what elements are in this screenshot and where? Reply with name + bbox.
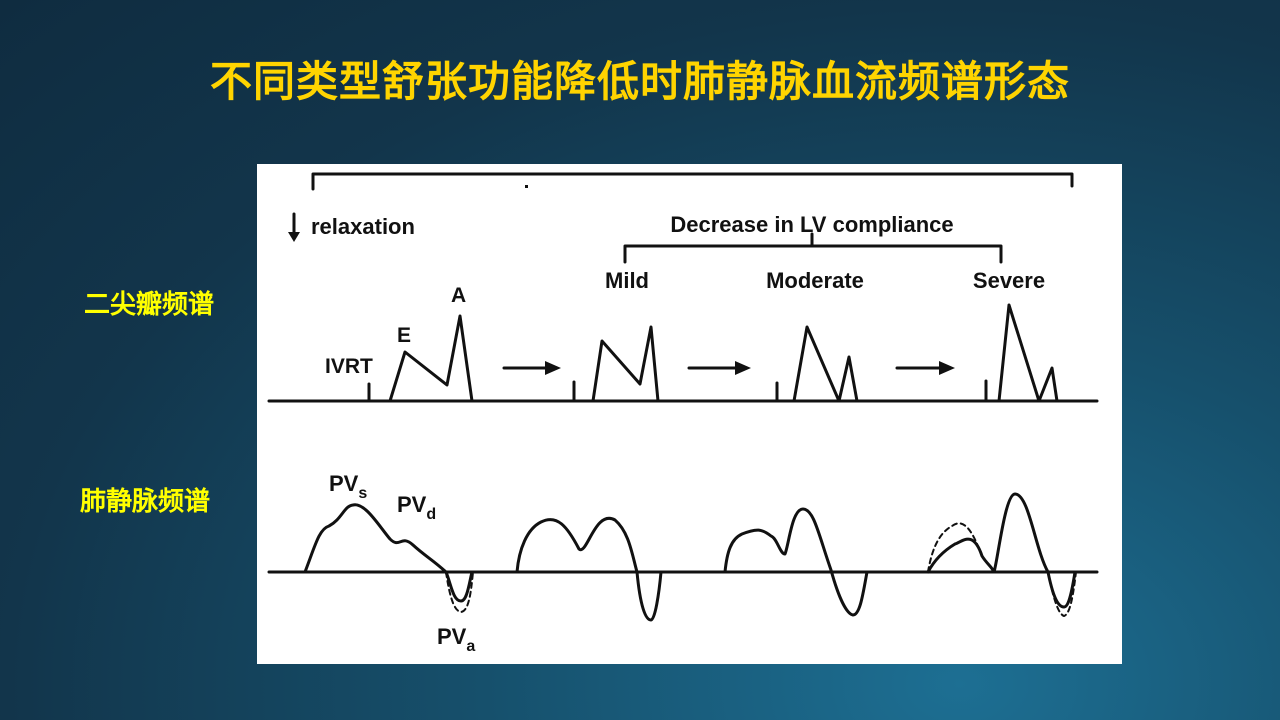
ivrt-label: IVRT: [325, 355, 373, 378]
moderate-label: Moderate: [766, 268, 864, 293]
slide-title: 不同类型舒张功能降低时肺静脉血流频谱形态: [209, 57, 1070, 106]
compliance-bracket: [623, 232, 1003, 264]
mild-label: Mild: [605, 268, 649, 293]
progression-arrow-head-3: [939, 361, 955, 375]
mitral-normal-wave: [388, 314, 474, 403]
pv-mild-wave: [515, 516, 663, 622]
pv-moderate-wave: [723, 507, 869, 617]
top-bracket: [311, 172, 1074, 191]
mitral-spectrum-label: 二尖瓣频谱: [84, 290, 215, 320]
pv-a-label: PVa: [437, 624, 475, 655]
progression-arrow-head-1: [545, 361, 561, 375]
mitral-severe-wave: [997, 303, 1059, 403]
relaxation-arrow-head: [288, 232, 300, 242]
progression-arrow-head-2: [735, 361, 751, 375]
pv-d-label: PVd: [397, 492, 436, 523]
relaxation-label: relaxation: [311, 214, 415, 239]
pv-s-label: PVs: [329, 471, 367, 502]
pv-normal-wave: [303, 503, 474, 603]
pv-severe-a-dashed: [1047, 571, 1077, 617]
pv-normal-a-dashed: [445, 571, 474, 613]
mitral-moderate-wave: [792, 325, 859, 403]
e-wave-label: E: [397, 324, 411, 347]
pulmonary-vein-spectrum-label: 肺静脉频谱: [80, 487, 211, 517]
doppler-diagram: relaxation Decrease in LV compliance Mil…: [257, 164, 1122, 664]
pv-severe-wave: [926, 492, 1077, 609]
pv-severe-s-dashed: [927, 522, 982, 573]
doppler-diagram-svg: relaxation Decrease in LV compliance Mil…: [267, 172, 1099, 655]
mitral-mild-wave: [591, 325, 660, 403]
a-wave-label: A: [451, 284, 466, 307]
decrease-compliance-label: Decrease in LV compliance: [670, 212, 953, 237]
speck: [525, 185, 528, 188]
severe-label: Severe: [973, 268, 1045, 293]
